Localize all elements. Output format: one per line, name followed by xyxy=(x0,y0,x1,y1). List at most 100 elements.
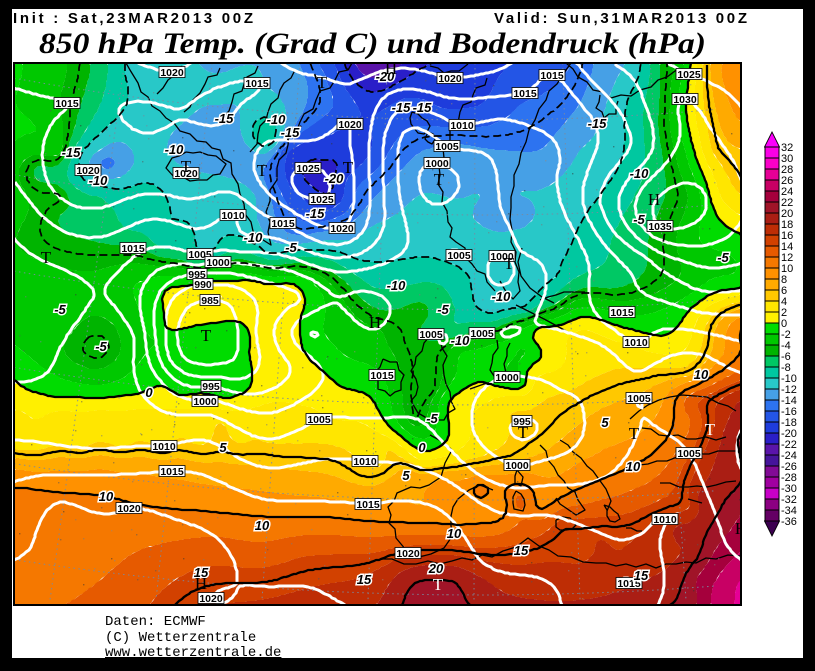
svg-text:-5: -5 xyxy=(54,302,66,317)
svg-text:1005: 1005 xyxy=(435,141,459,153)
svg-text:-15: -15 xyxy=(588,116,608,131)
svg-text:10: 10 xyxy=(626,459,641,474)
svg-text:1015: 1015 xyxy=(513,88,537,100)
svg-text:1025: 1025 xyxy=(310,194,334,206)
svg-text:10: 10 xyxy=(694,367,709,382)
svg-text:1010: 1010 xyxy=(152,441,176,453)
svg-text:-12: -12 xyxy=(781,384,797,396)
svg-text:1010: 1010 xyxy=(221,210,245,222)
svg-text:-16: -16 xyxy=(781,406,797,418)
svg-text:Daten: ECMWF: Daten: ECMWF xyxy=(105,614,206,630)
svg-text:-10: -10 xyxy=(492,289,512,304)
svg-text:-5: -5 xyxy=(717,250,729,265)
svg-text:1010: 1010 xyxy=(653,514,677,526)
svg-text:T: T xyxy=(181,157,192,176)
svg-text:1015: 1015 xyxy=(540,70,564,82)
svg-text:T: T xyxy=(41,248,52,267)
svg-text:24: 24 xyxy=(781,186,793,198)
svg-text:1010: 1010 xyxy=(624,337,648,349)
svg-text:-24: -24 xyxy=(781,450,797,462)
svg-text:22: 22 xyxy=(781,197,793,209)
svg-text:H: H xyxy=(385,59,397,78)
svg-text:10: 10 xyxy=(781,263,793,275)
svg-text:1020: 1020 xyxy=(160,67,184,79)
svg-text:-15: -15 xyxy=(281,125,301,140)
svg-text:1020: 1020 xyxy=(438,73,462,85)
svg-text:-26: -26 xyxy=(781,461,797,473)
svg-text:1005: 1005 xyxy=(419,329,443,341)
svg-text:20: 20 xyxy=(428,561,444,576)
svg-text:-30: -30 xyxy=(781,483,797,495)
svg-text:12: 12 xyxy=(781,252,793,264)
svg-text:-32: -32 xyxy=(781,494,797,506)
svg-text:0: 0 xyxy=(145,385,153,400)
svg-text:15: 15 xyxy=(514,543,529,558)
svg-text:1020: 1020 xyxy=(330,223,354,235)
svg-text:1020: 1020 xyxy=(199,593,223,605)
svg-text:1025: 1025 xyxy=(677,69,701,81)
svg-text:T: T xyxy=(629,424,640,443)
svg-text:990: 990 xyxy=(194,279,212,291)
svg-text:0: 0 xyxy=(781,318,787,330)
svg-text:T: T xyxy=(434,170,445,189)
svg-text:-5: -5 xyxy=(95,339,107,354)
svg-text:-10: -10 xyxy=(387,278,407,293)
svg-text:995: 995 xyxy=(188,269,206,281)
svg-text:-10: -10 xyxy=(89,173,109,188)
svg-text:T: T xyxy=(518,423,529,442)
svg-text:1015: 1015 xyxy=(160,466,184,478)
svg-text:995: 995 xyxy=(513,416,531,428)
svg-text:20: 20 xyxy=(781,208,793,220)
svg-text:1015: 1015 xyxy=(121,243,145,255)
svg-text:-28: -28 xyxy=(781,472,797,484)
svg-text:2: 2 xyxy=(781,307,787,319)
svg-text:4: 4 xyxy=(781,296,787,308)
svg-text:1005: 1005 xyxy=(677,448,701,460)
svg-text:T: T xyxy=(201,326,212,345)
svg-text:-10: -10 xyxy=(451,333,471,348)
svg-text:H: H xyxy=(735,519,747,538)
svg-text:32: 32 xyxy=(781,142,793,154)
svg-text:1000: 1000 xyxy=(206,257,230,269)
svg-text:1010: 1010 xyxy=(450,120,474,132)
svg-text:-15: -15 xyxy=(306,206,326,221)
svg-text:T: T xyxy=(257,161,268,180)
svg-text:1010: 1010 xyxy=(353,456,377,468)
svg-text:H: H xyxy=(648,190,660,209)
svg-text:1030: 1030 xyxy=(673,94,697,106)
svg-text:16: 16 xyxy=(781,230,793,242)
svg-text:850 hPa Temp. (Grad C) und Bod: 850 hPa Temp. (Grad C) und Bodendruck (h… xyxy=(39,27,706,60)
svg-text:1005: 1005 xyxy=(447,250,471,262)
svg-text:1025: 1025 xyxy=(296,163,320,175)
svg-text:-20: -20 xyxy=(781,428,797,440)
svg-text:10: 10 xyxy=(255,518,270,533)
svg-text:1020: 1020 xyxy=(76,165,100,177)
svg-text:985: 985 xyxy=(201,295,219,307)
svg-text:T: T xyxy=(504,254,515,273)
svg-text:995: 995 xyxy=(202,381,220,393)
svg-text:1005: 1005 xyxy=(470,328,494,340)
svg-text:-10: -10 xyxy=(244,230,264,245)
svg-text:1020: 1020 xyxy=(338,119,362,131)
svg-text:-10: -10 xyxy=(630,166,650,181)
svg-text:1005: 1005 xyxy=(627,393,651,405)
svg-text:-8: -8 xyxy=(781,362,791,374)
svg-text:1015: 1015 xyxy=(356,499,380,511)
svg-text:1015: 1015 xyxy=(370,370,394,382)
svg-text:1020: 1020 xyxy=(396,548,420,560)
svg-text:-6: -6 xyxy=(781,351,791,363)
svg-text:-5: -5 xyxy=(426,411,438,426)
svg-text:-20: -20 xyxy=(325,171,345,186)
svg-text:-34: -34 xyxy=(781,505,797,517)
svg-text:-22: -22 xyxy=(781,439,797,451)
svg-text:-15: -15 xyxy=(413,100,433,115)
svg-text:30: 30 xyxy=(781,153,793,165)
svg-text:H: H xyxy=(369,313,381,332)
svg-text:-15: -15 xyxy=(392,100,412,115)
svg-text:T: T xyxy=(433,575,444,594)
svg-text:T: T xyxy=(317,73,328,92)
svg-text:-10: -10 xyxy=(267,112,287,127)
svg-text:5: 5 xyxy=(219,440,227,455)
svg-text:-20: -20 xyxy=(376,69,396,84)
svg-text:1020: 1020 xyxy=(117,503,141,515)
